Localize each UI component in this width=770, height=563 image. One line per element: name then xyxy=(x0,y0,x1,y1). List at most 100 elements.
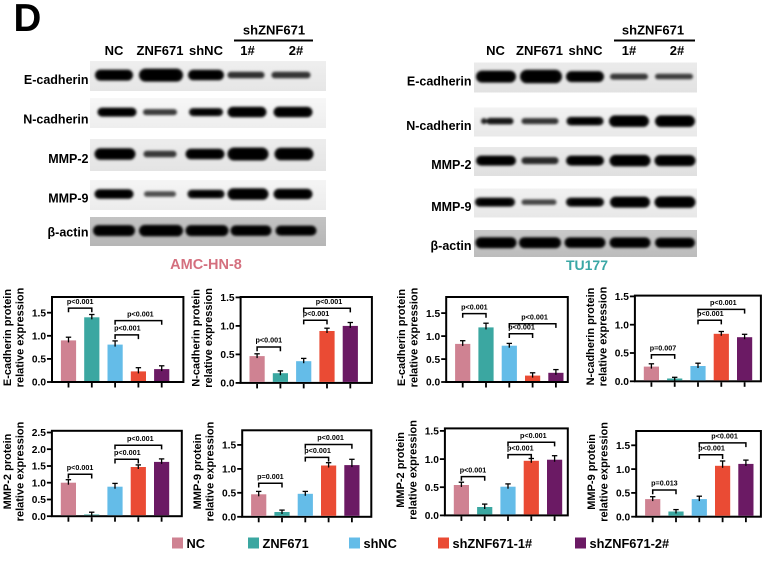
svg-text:β-actin: β-actin xyxy=(48,226,89,240)
svg-text:0.5: 0.5 xyxy=(616,489,630,500)
svg-text:p<0.001: p<0.001 xyxy=(698,444,725,453)
svg-text:NC: NC xyxy=(187,536,205,551)
svg-text:NC: NC xyxy=(486,43,505,58)
svg-text:relative expression: relative expression xyxy=(203,288,215,388)
svg-text:ZNF671: ZNF671 xyxy=(263,536,309,551)
svg-text:E-cadherin protein: E-cadherin protein xyxy=(396,289,408,386)
svg-text:1.5: 1.5 xyxy=(425,427,439,438)
svg-text:NC: NC xyxy=(105,43,124,58)
svg-text:0.5: 0.5 xyxy=(220,350,234,361)
svg-text:shZNF671-2#: shZNF671-2# xyxy=(590,536,670,551)
svg-text:0.5: 0.5 xyxy=(615,349,629,360)
svg-text:0.0: 0.0 xyxy=(32,512,46,523)
svg-text:relative expression: relative expression xyxy=(597,286,609,386)
svg-text:ZNF671: ZNF671 xyxy=(516,43,563,58)
svg-text:p<0.001: p<0.001 xyxy=(127,434,154,443)
svg-text:1.5: 1.5 xyxy=(220,293,234,304)
svg-text:0.5: 0.5 xyxy=(426,355,440,366)
svg-text:1.0: 1.0 xyxy=(426,332,440,343)
svg-text:p<0.001: p<0.001 xyxy=(317,433,344,442)
svg-text:N-cadherin protein: N-cadherin protein xyxy=(191,289,203,387)
svg-text:0.0: 0.0 xyxy=(220,379,234,390)
svg-text:1.0: 1.0 xyxy=(32,478,46,489)
svg-text:p<0.001: p<0.001 xyxy=(521,312,548,321)
svg-text:ZNF671: ZNF671 xyxy=(137,43,184,58)
svg-text:β-actin: β-actin xyxy=(431,239,472,253)
svg-text:E-cadherin protein: E-cadherin protein xyxy=(2,289,14,386)
svg-text:TU177: TU177 xyxy=(566,257,608,273)
svg-text:shZNF671: shZNF671 xyxy=(243,23,305,38)
svg-text:relative expression: relative expression xyxy=(599,422,611,522)
svg-text:relative expression: relative expression xyxy=(205,421,217,521)
svg-text:p<0.001: p<0.001 xyxy=(508,323,535,332)
svg-text:1.0: 1.0 xyxy=(32,332,46,343)
svg-text:0.5: 0.5 xyxy=(222,489,236,500)
svg-text:p<0.001: p<0.001 xyxy=(114,448,141,457)
svg-text:p=0.013: p=0.013 xyxy=(651,479,678,488)
svg-text:0.0: 0.0 xyxy=(425,511,439,522)
svg-text:2#: 2# xyxy=(289,43,304,58)
svg-text:0.5: 0.5 xyxy=(32,355,46,366)
svg-text:MMP-2: MMP-2 xyxy=(431,158,471,172)
svg-text:MMP-9 protein: MMP-9 protein xyxy=(586,434,598,510)
svg-text:N-cadherin: N-cadherin xyxy=(23,113,88,127)
svg-text:p<0.001: p<0.001 xyxy=(303,309,330,318)
svg-text:0.5: 0.5 xyxy=(32,495,46,506)
svg-text:0.0: 0.0 xyxy=(32,378,46,389)
svg-text:2.0: 2.0 xyxy=(32,445,46,456)
svg-text:p<0.001: p<0.001 xyxy=(461,302,488,311)
svg-text:1.0: 1.0 xyxy=(425,455,439,466)
svg-text:0.5: 0.5 xyxy=(425,483,439,494)
svg-text:1#: 1# xyxy=(622,43,637,58)
svg-text:MMP-9: MMP-9 xyxy=(48,192,88,206)
svg-text:p<0.001: p<0.001 xyxy=(316,297,343,306)
svg-text:2#: 2# xyxy=(670,43,685,58)
svg-text:1.5: 1.5 xyxy=(616,441,630,452)
svg-text:1.0: 1.0 xyxy=(615,320,629,331)
svg-text:p<0.001: p<0.001 xyxy=(711,432,738,441)
svg-text:p=0.001: p=0.001 xyxy=(257,472,284,481)
svg-text:1.5: 1.5 xyxy=(426,309,440,320)
svg-text:p<0.001: p<0.001 xyxy=(697,309,724,318)
svg-text:shNC: shNC xyxy=(189,43,224,58)
svg-text:p<0.001: p<0.001 xyxy=(460,465,487,474)
svg-text:p<0.001: p<0.001 xyxy=(507,443,534,452)
svg-text:MMP-2 protein: MMP-2 protein xyxy=(2,433,14,509)
svg-text:p<0.001: p<0.001 xyxy=(114,324,141,333)
svg-text:0.0: 0.0 xyxy=(615,377,629,388)
svg-text:p=0.007: p=0.007 xyxy=(650,343,677,352)
svg-text:shNC: shNC xyxy=(364,536,397,551)
svg-text:D: D xyxy=(14,0,42,40)
svg-text:E-cadherin: E-cadherin xyxy=(24,73,89,87)
svg-text:1.5: 1.5 xyxy=(222,441,236,452)
svg-text:p<0.001: p<0.001 xyxy=(520,431,547,440)
svg-text:N-cadherin: N-cadherin xyxy=(406,119,471,133)
svg-text:E-cadherin: E-cadherin xyxy=(407,75,472,89)
svg-text:1.0: 1.0 xyxy=(222,465,236,476)
svg-text:relative expression: relative expression xyxy=(14,421,26,521)
svg-text:1.0: 1.0 xyxy=(616,465,630,476)
svg-text:AMC-HN-8: AMC-HN-8 xyxy=(170,257,242,273)
svg-text:p<0.001: p<0.001 xyxy=(67,463,94,472)
svg-text:p<0.001: p<0.001 xyxy=(127,309,154,318)
svg-text:1.5: 1.5 xyxy=(32,308,46,319)
svg-text:2.5: 2.5 xyxy=(32,428,46,439)
svg-text:shZNF671-1#: shZNF671-1# xyxy=(453,536,533,551)
svg-text:relative expression: relative expression xyxy=(409,287,421,387)
svg-text:p<0.001: p<0.001 xyxy=(67,297,94,306)
svg-text:MMP-2: MMP-2 xyxy=(48,152,88,166)
svg-text:N-cadherin protein: N-cadherin protein xyxy=(585,287,597,385)
svg-text:0.0: 0.0 xyxy=(222,513,236,524)
svg-text:1#: 1# xyxy=(240,43,255,58)
svg-text:MMP-9 protein: MMP-9 protein xyxy=(192,433,204,509)
svg-text:shNC: shNC xyxy=(569,43,604,58)
svg-text:p<0.001: p<0.001 xyxy=(256,336,283,345)
svg-text:1.0: 1.0 xyxy=(220,322,234,333)
svg-text:p<0.001: p<0.001 xyxy=(710,298,737,307)
svg-text:relative expression: relative expression xyxy=(15,287,27,387)
svg-text:MMP-2 protein: MMP-2 protein xyxy=(395,432,407,508)
svg-text:shZNF671: shZNF671 xyxy=(622,23,684,38)
svg-text:0.0: 0.0 xyxy=(426,378,440,389)
svg-text:relative expression: relative expression xyxy=(407,420,419,520)
svg-text:1.5: 1.5 xyxy=(615,292,629,303)
